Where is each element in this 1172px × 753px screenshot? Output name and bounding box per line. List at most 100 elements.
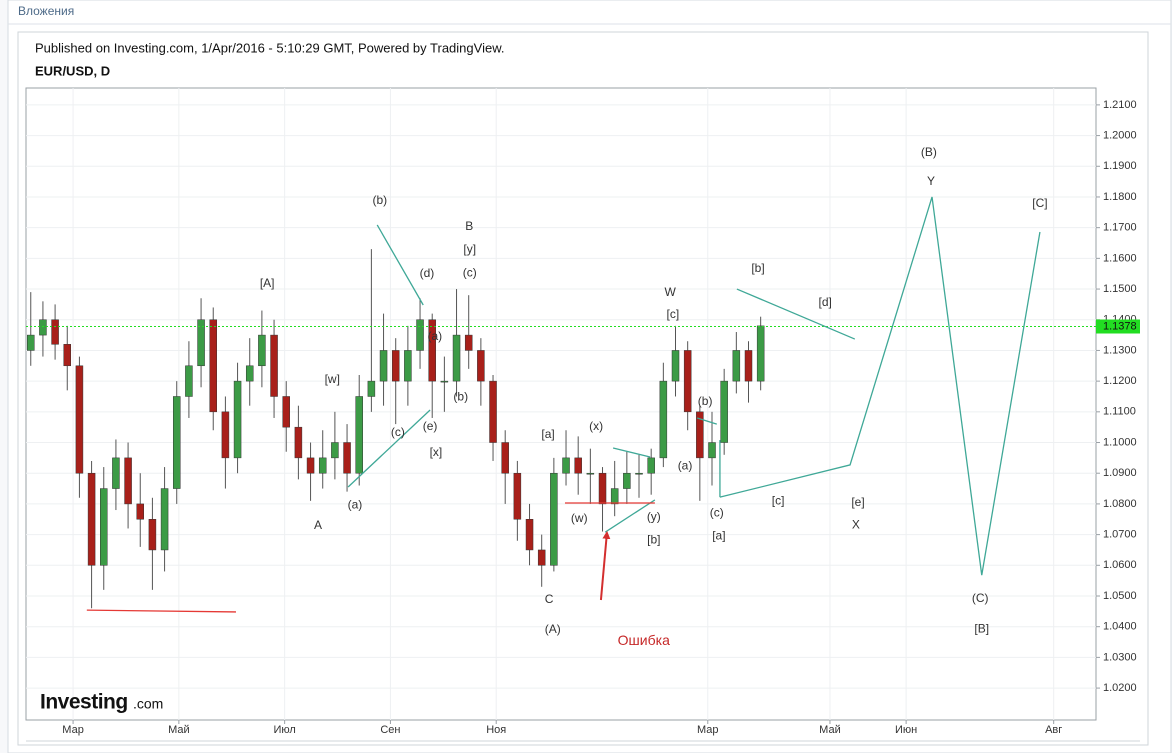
candle-body [501, 442, 509, 474]
wave-label: [A] [260, 276, 275, 290]
candle-body [586, 472, 595, 475]
candle-body [562, 457, 570, 474]
y-tick-label: 1.0200 [1103, 682, 1137, 694]
candle-body [610, 488, 619, 505]
arrow [599, 530, 611, 601]
candle-body [258, 334, 266, 367]
candle-body [489, 380, 497, 443]
candle-body [148, 519, 157, 551]
logo-suffix: .com [133, 696, 163, 712]
wave-label: [C] [1032, 196, 1047, 210]
candle-body [331, 442, 339, 459]
candle-body [391, 350, 400, 382]
wave-label: (d) [420, 266, 435, 280]
wave-line [736, 288, 856, 340]
plot-area [25, 87, 1097, 721]
wave-label: Ошибка [618, 632, 670, 648]
y-tick-label: 1.1800 [1103, 191, 1137, 203]
candle-body [464, 334, 473, 351]
candle-body [185, 365, 193, 397]
y-tick-label: 1.0600 [1103, 559, 1137, 571]
candle-body [124, 457, 132, 505]
x-tick-label: Май [819, 724, 841, 736]
wave-label: (b) [453, 389, 468, 403]
logo: Investing [40, 691, 128, 714]
candle-body [550, 472, 558, 566]
wave-label: [a] [712, 528, 725, 542]
candle-body [525, 519, 534, 551]
wave-label: (x) [589, 419, 603, 433]
candle-body [440, 380, 449, 383]
candle-body [732, 350, 741, 382]
wave-label: B [465, 219, 473, 233]
y-tick-label: 1.0900 [1103, 467, 1137, 479]
wave-label: (a) [678, 458, 693, 472]
x-tick-label: Май [168, 724, 190, 736]
chart-title: EUR/USD, D [35, 63, 110, 78]
candle-body [233, 380, 242, 459]
wave-line [612, 447, 651, 458]
y-tick-label: 1.1900 [1103, 160, 1137, 172]
candle-body [598, 472, 607, 505]
wave-line [376, 224, 424, 306]
wave-label: (c) [463, 265, 477, 279]
y-tick-label: 1.1600 [1103, 252, 1137, 264]
candle-body [209, 319, 217, 413]
wave-label: (e) [423, 419, 438, 433]
candle-body [379, 350, 388, 382]
candle-body [513, 472, 522, 520]
wave-label: (B) [921, 145, 937, 159]
candle-body [537, 549, 546, 566]
candle-body [87, 472, 96, 566]
wave-line [347, 409, 431, 488]
published-note: Published on Investing.com, 1/Apr/2016 -… [35, 40, 504, 55]
wave-label: [b] [647, 532, 660, 546]
plot: 1.0200 1.0300 1.0400 1.0500 1.0600 1.0700 1.08… [26, 88, 1140, 736]
wave-label: [w] [325, 372, 340, 386]
candle-body [477, 350, 485, 382]
wave-line [719, 196, 1041, 576]
wave-label: (A) [545, 622, 561, 636]
candle-body [404, 350, 412, 382]
candle-body [318, 457, 327, 474]
candle-body [428, 319, 436, 382]
last-price-label: 1.1378 [1103, 320, 1137, 332]
y-tick-label: 1.1300 [1103, 344, 1137, 356]
y-tick-label: 1.0400 [1103, 621, 1137, 633]
wave-label: [x] [430, 445, 443, 459]
candle-body [160, 488, 169, 551]
wave-label: (b) [698, 394, 713, 408]
wave-label: (c) [710, 505, 724, 519]
candle-body [647, 457, 655, 474]
x-tick-label: Мар [62, 724, 84, 736]
candle-body [172, 396, 181, 489]
y-tick-label: 1.1000 [1103, 436, 1137, 448]
y-tick-label: 1.1100 [1103, 406, 1136, 418]
candle-body [355, 396, 363, 474]
wave-label: [a] [541, 427, 554, 441]
wave-label: (a) [428, 329, 443, 343]
wave-label: (w) [571, 511, 588, 525]
candle-body [75, 365, 84, 474]
candle-body [27, 334, 35, 351]
wave-label: (y) [647, 509, 661, 523]
candle-body [744, 350, 753, 382]
x-tick-label: Сен [380, 724, 400, 736]
wave-line [604, 499, 656, 533]
wave-label: [y] [463, 242, 476, 256]
candle-body [282, 396, 290, 428]
candle-body [221, 411, 230, 459]
candle-body [452, 334, 461, 382]
candle-body [51, 319, 59, 345]
section-title: Вложения [18, 4, 74, 18]
candle-body [39, 319, 47, 336]
wave-label: (a) [348, 497, 363, 511]
y-tick-label: 1.2100 [1103, 99, 1137, 111]
candle-body [623, 472, 631, 489]
y-tick-label: 1.0700 [1103, 529, 1137, 541]
wave-label: (c) [391, 425, 405, 439]
y-tick-label: 1.1700 [1103, 222, 1137, 234]
x-tick-label: Авг [1045, 724, 1062, 736]
